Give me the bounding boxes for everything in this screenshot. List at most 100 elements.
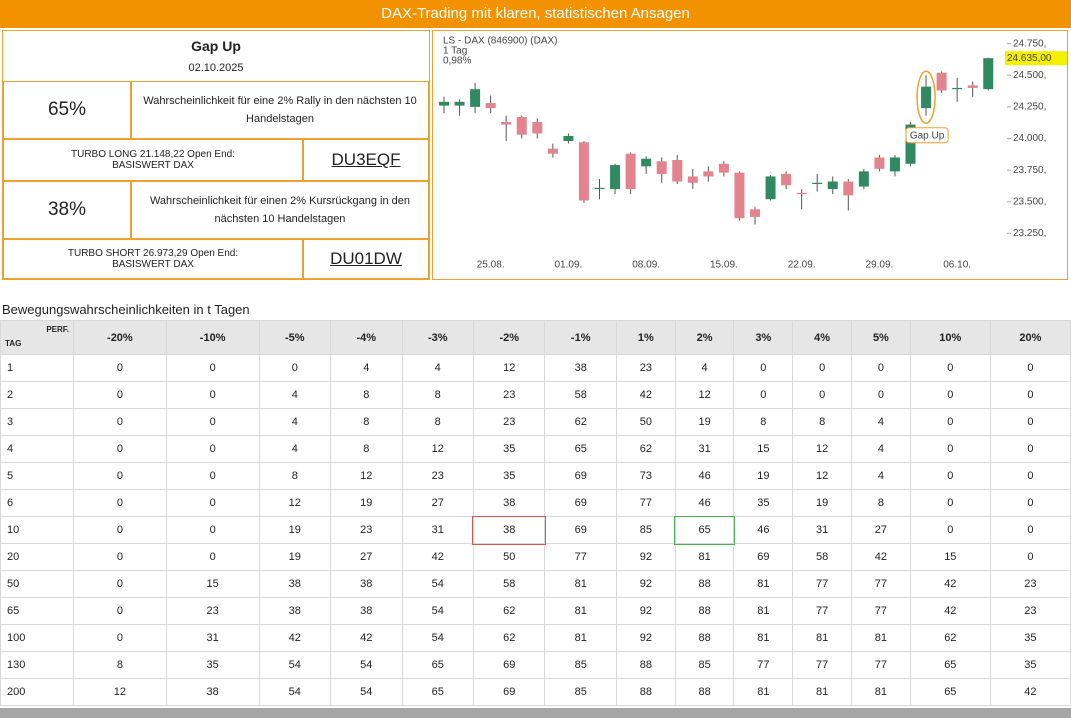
value-cell: 35 xyxy=(989,651,1071,679)
panel-title: Gap Up xyxy=(191,38,241,54)
value-cell: 12 xyxy=(73,678,167,706)
value-cell: 0 xyxy=(989,408,1071,436)
candle-body xyxy=(703,171,714,177)
long-code[interactable]: DU3EQF xyxy=(303,139,429,181)
row-label: 10 xyxy=(0,516,74,544)
value-cell: 0 xyxy=(73,354,167,382)
candle-body xyxy=(983,58,994,90)
long-underlying: BASISWERT DAX xyxy=(112,160,194,171)
value-cell: 0 xyxy=(989,543,1071,571)
value-cell: 77 xyxy=(792,651,853,679)
candle-body xyxy=(718,163,729,173)
value-cell: 81 xyxy=(792,624,853,652)
value-cell: 69 xyxy=(472,651,546,679)
row-label: 4 xyxy=(0,435,74,463)
value-cell: 4 xyxy=(851,462,911,490)
value-cell: 38 xyxy=(258,570,332,598)
value-cell: 81 xyxy=(733,678,794,706)
value-cell: 8 xyxy=(792,408,853,436)
value-cell: 19 xyxy=(733,462,794,490)
candle-body xyxy=(921,86,932,109)
value-cell: 4 xyxy=(330,354,403,382)
value-cell: 54 xyxy=(330,678,403,706)
value-cell: 38 xyxy=(544,354,617,382)
x-tick-label: 06.10. xyxy=(943,260,971,271)
value-cell: 19 xyxy=(792,489,853,517)
value-cell: 81 xyxy=(733,624,794,652)
value-cell: 27 xyxy=(851,516,911,544)
value-cell: 4 xyxy=(258,408,332,436)
legend-text: LS - DAX (846900) (DAX) xyxy=(443,36,558,47)
column-header: 20% xyxy=(989,320,1071,355)
x-tick-label: 25.08. xyxy=(477,260,505,271)
value-cell: 12 xyxy=(792,462,853,490)
table-row: 6 0 0 12 19 27 38 69 77 46 35 19 8 0 0 xyxy=(0,489,1071,517)
candle-body xyxy=(827,181,838,190)
value-cell: 12 xyxy=(472,354,546,382)
candle-body xyxy=(547,148,558,154)
candle-body xyxy=(656,161,667,174)
y-tick-label: 23.750, xyxy=(1013,165,1046,176)
value-cell: 42 xyxy=(851,543,911,571)
short-code[interactable]: DU01DW xyxy=(303,239,429,279)
value-cell: 65 xyxy=(909,651,991,679)
x-tick-label: 22.09. xyxy=(788,260,816,271)
value-cell: 0 xyxy=(73,381,167,409)
value-cell: 77 xyxy=(792,597,853,625)
annotation-text: Gap Up xyxy=(910,130,945,141)
value-cell: 0 xyxy=(73,489,167,517)
value-cell: 0 xyxy=(909,462,991,490)
long-product-name: TURBO LONG 21.148,22 Open End: xyxy=(71,149,235,160)
value-cell: 77 xyxy=(792,570,853,598)
value-cell: 23 xyxy=(615,354,676,382)
value-cell: 92 xyxy=(615,570,676,598)
table-row: 20 0 0 19 27 42 50 77 92 81 69 58 42 15 0 xyxy=(0,543,1071,571)
candle-body xyxy=(843,181,854,196)
long-product: TURBO LONG 21.148,22 Open End: BASISWERT… xyxy=(3,139,303,181)
value-cell: 69 xyxy=(544,462,617,490)
value-cell: 35 xyxy=(472,435,546,463)
value-cell: 8 xyxy=(851,489,911,517)
value-cell: 15 xyxy=(165,570,260,598)
column-header: 2% xyxy=(674,320,735,355)
table-row: 1 0 0 0 4 4 12 38 23 4 0 0 0 0 0 xyxy=(0,354,1071,382)
last-price-label: 24.635,00 xyxy=(1007,53,1052,64)
candle-body xyxy=(781,173,792,186)
value-cell: 54 xyxy=(401,597,474,625)
value-cell: 73 xyxy=(615,462,676,490)
value-cell: 77 xyxy=(544,543,617,571)
value-cell: 0 xyxy=(733,381,794,409)
header-title: DAX-Trading mit klaren, statistischen An… xyxy=(0,0,1071,28)
value-cell: 88 xyxy=(674,597,735,625)
candle-body xyxy=(672,160,683,182)
value-cell: 0 xyxy=(733,354,794,382)
y-tick-label: 24.750, xyxy=(1013,38,1046,49)
value-cell: 0 xyxy=(909,408,991,436)
short-underlying: BASISWERT DAX xyxy=(112,259,194,270)
column-header: 4% xyxy=(792,320,853,355)
value-cell: 0 xyxy=(73,462,167,490)
value-cell: 42 xyxy=(258,624,332,652)
column-header: -5% xyxy=(258,320,332,355)
value-cell: 0 xyxy=(165,354,260,382)
value-cell: 12 xyxy=(258,489,332,517)
x-tick-label: 29.09. xyxy=(865,260,893,271)
value-cell: 58 xyxy=(792,543,853,571)
value-cell: 0 xyxy=(165,408,260,436)
row-label: 130 xyxy=(0,651,74,679)
value-cell: 4 xyxy=(851,408,911,436)
column-header: -1% xyxy=(544,320,617,355)
value-cell: 15 xyxy=(909,543,991,571)
column-header: 1% xyxy=(615,320,676,355)
legend-text: 1 Tag xyxy=(443,46,467,57)
value-cell: 35 xyxy=(165,651,260,679)
value-cell: 4 xyxy=(258,435,332,463)
value-cell: 4 xyxy=(258,381,332,409)
title-block: Gap Up 02.10.2025 xyxy=(3,31,429,81)
candle-body xyxy=(641,158,652,167)
value-cell: 38 xyxy=(330,597,403,625)
value-cell: 27 xyxy=(401,489,474,517)
y-tick-label: 24.250, xyxy=(1013,102,1046,113)
row-label: 50 xyxy=(0,570,74,598)
value-cell: 38 xyxy=(258,597,332,625)
